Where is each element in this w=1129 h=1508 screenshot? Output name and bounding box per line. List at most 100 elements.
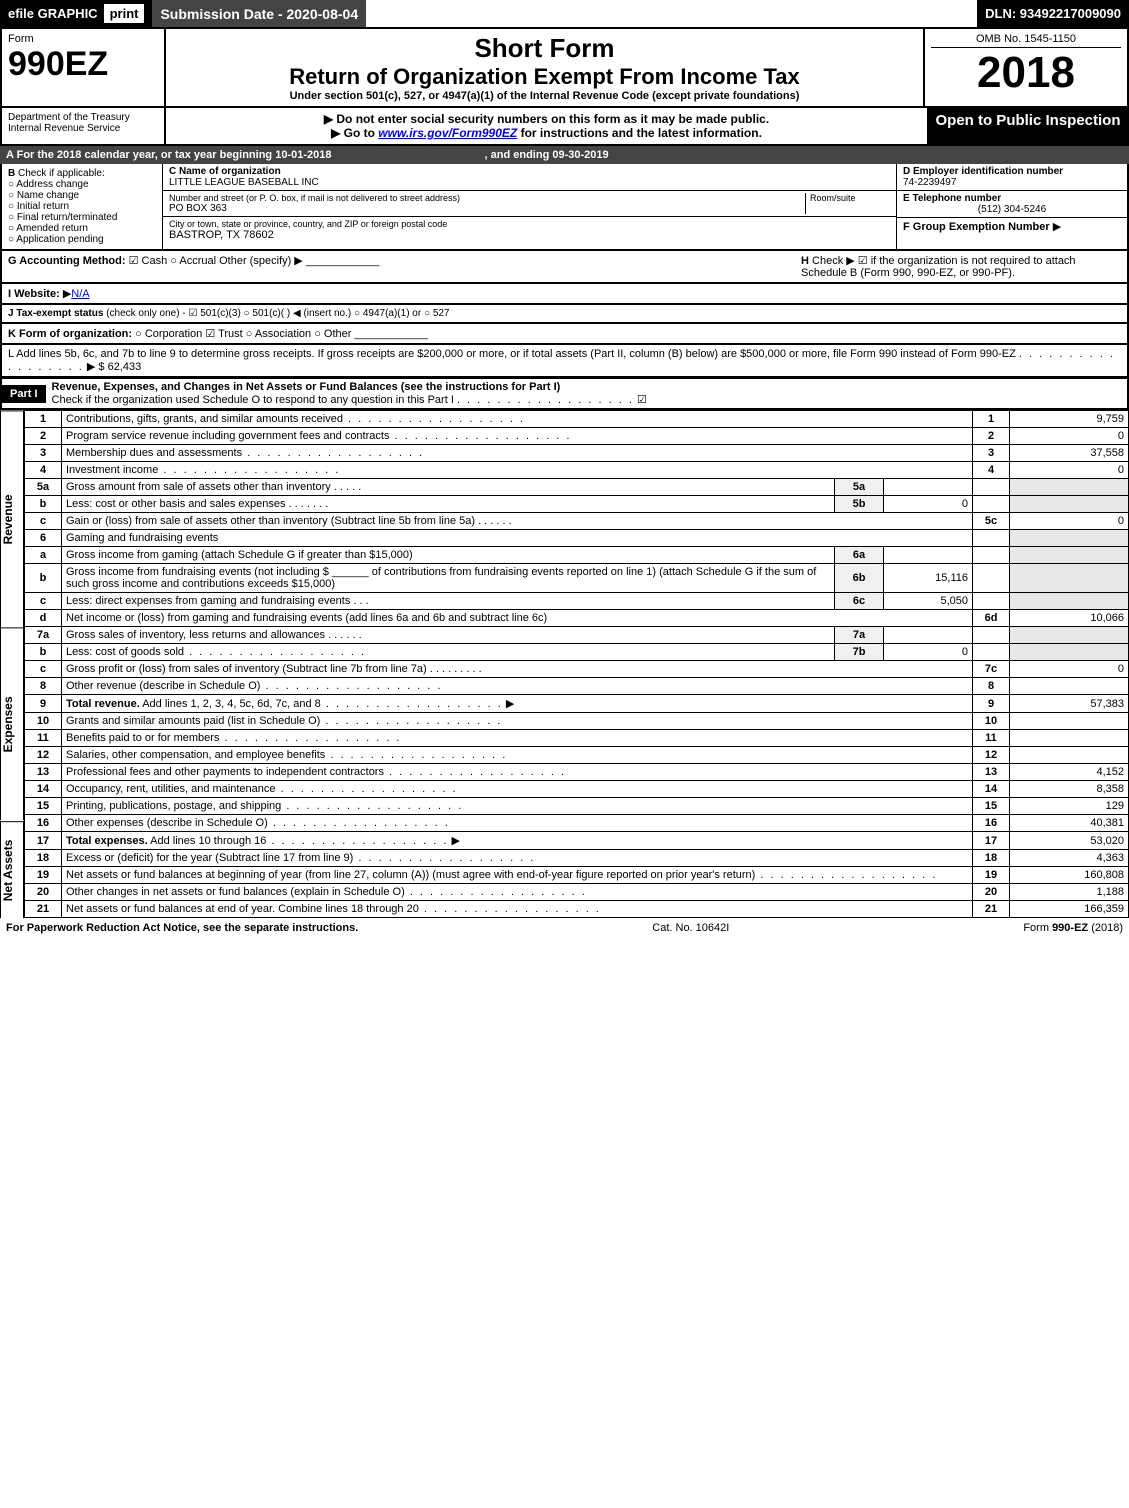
check-final[interactable]: Final return/terminated <box>8 212 156 223</box>
line-7c: cGross profit or (loss) from sales of in… <box>25 661 1129 678</box>
line-18: 18Excess or (deficit) for the year (Subt… <box>25 850 1129 867</box>
line-5a: 5aGross amount from sale of assets other… <box>25 479 1129 496</box>
phone-value: (512) 304-5246 <box>903 204 1121 215</box>
row-j: J Tax-exempt status (check only one) - ☑… <box>0 305 1129 324</box>
line-6b: bGross income from fundraising events (n… <box>25 564 1129 593</box>
line-8: 8Other revenue (describe in Schedule O)8 <box>25 678 1129 695</box>
instructions-box: Do not enter social security numbers on … <box>166 108 927 144</box>
line-3: 3Membership dues and assessments337,558 <box>25 445 1129 462</box>
period-row: A For the 2018 calendar year, or tax yea… <box>0 146 1129 164</box>
check-initial[interactable]: Initial return <box>8 201 156 212</box>
g-cash[interactable]: ☑ Cash <box>129 255 168 267</box>
under-section: Under section 501(c), 527, or 4947(a)(1)… <box>172 90 917 102</box>
bcd-block: B Check if applicable: Address change Na… <box>0 164 1129 251</box>
c-city-label: City or town, state or province, country… <box>169 219 890 229</box>
phone-label: E Telephone number <box>903 193 1121 204</box>
title-box: Short Form Return of Organization Exempt… <box>166 29 923 106</box>
section-b: B Check if applicable: Address change Na… <box>2 164 163 249</box>
line-7b: bLess: cost of goods sold7b0 <box>25 644 1129 661</box>
c-name-label: C Name of organization <box>169 166 890 177</box>
dept-label: Department of the Treasury <box>8 112 158 123</box>
efile-graphic: efile GRAPHIC print <box>0 0 152 27</box>
row-l: L Add lines 5b, 6c, and 7b to line 9 to … <box>0 345 1129 378</box>
line-5b: bLess: cost or other basis and sales exp… <box>25 496 1129 513</box>
part1-title: Revenue, Expenses, and Changes in Net As… <box>52 381 1121 393</box>
g-other[interactable]: Other (specify) ▶ ____________ <box>219 255 379 267</box>
org-city: BASTROP, TX 78602 <box>169 229 890 241</box>
h-check: Check <box>812 255 843 267</box>
row-i: I Website: ▶N/A <box>0 284 1129 305</box>
line-15: 15Printing, publications, postage, and s… <box>25 798 1129 815</box>
netassets-label: Net Assets <box>0 821 24 918</box>
g-accrual[interactable]: Accrual <box>170 255 216 267</box>
j-501c[interactable]: 501(c)( ) <box>252 308 290 319</box>
footer-mid: Cat. No. 10642I <box>652 922 729 934</box>
section-d: D Employer identification number 74-2239… <box>896 164 1127 249</box>
footer: For Paperwork Reduction Act Notice, see … <box>0 918 1129 938</box>
k-trust[interactable]: Trust <box>218 328 243 340</box>
line-6a: aGross income from gaming (attach Schedu… <box>25 547 1129 564</box>
h-label: H <box>801 255 809 267</box>
j-4947[interactable]: 4947(a)(1) or <box>363 308 421 319</box>
footer-right: Form 990-EZ (2018) <box>1023 922 1123 934</box>
period-ending: , and ending 09-30-2019 <box>485 149 609 161</box>
footer-left: For Paperwork Reduction Act Notice, see … <box>6 922 358 934</box>
i-label: I Website: <box>8 288 60 300</box>
b-label: B <box>8 168 15 179</box>
form-label: Form <box>8 33 158 45</box>
check-name[interactable]: Name change <box>8 190 156 201</box>
l-amount: $ 62,433 <box>98 361 141 373</box>
j-501c3[interactable]: 501(c)(3) <box>200 308 241 319</box>
efile-text: efile GRAPHIC <box>8 6 98 21</box>
line-11: 11Benefits paid to or for members11 <box>25 730 1129 747</box>
line-14: 14Occupancy, rent, utilities, and mainte… <box>25 781 1129 798</box>
lines-table-wrap: Revenue Expenses Net Assets 1Contributio… <box>0 410 1129 918</box>
warn2: ▶ Go to www.irs.gov/Form990EZ for instru… <box>172 126 921 140</box>
j-sub: (check only one) - <box>106 308 185 319</box>
irs-link[interactable]: www.irs.gov/Form990EZ <box>378 126 517 140</box>
website-value[interactable]: N/A <box>71 288 89 300</box>
check-address[interactable]: Address change <box>8 179 156 190</box>
lines-table: 1Contributions, gifts, grants, and simil… <box>24 410 1129 918</box>
part1-label: Part I <box>2 385 46 403</box>
k-corp[interactable]: Corporation <box>145 328 202 340</box>
line-17: 17Total expenses. Add lines 10 through 1… <box>25 832 1129 850</box>
j-527[interactable]: 527 <box>433 308 450 319</box>
line-19: 19Net assets or fund balances at beginni… <box>25 867 1129 884</box>
h-text: if the organization is not required to a… <box>801 255 1076 279</box>
line-6: 6Gaming and fundraising events <box>25 530 1129 547</box>
j-label: J Tax-exempt status <box>8 308 103 319</box>
omb-number: OMB No. 1545-1150 <box>931 33 1121 48</box>
check-amended[interactable]: Amended return <box>8 223 156 234</box>
line-6d: dNet income or (loss) from gaming and fu… <box>25 610 1129 627</box>
warn1: Do not enter social security numbers on … <box>172 112 921 126</box>
expenses-label: Expenses <box>0 627 24 820</box>
room-label: Room/suite <box>810 193 890 203</box>
omb-year-box: OMB No. 1545-1150 2018 <box>923 29 1127 106</box>
group-label: F Group Exemption Number <box>903 221 1050 233</box>
k-assoc[interactable]: Association <box>255 328 311 340</box>
section-c: C Name of organization LITTLE LEAGUE BAS… <box>163 164 896 249</box>
period-label: For the 2018 calendar year, or tax year … <box>17 149 332 161</box>
short-form: Short Form <box>172 33 917 64</box>
irs-label: Internal Revenue Service <box>8 123 158 134</box>
c-street-label: Number and street (or P. O. box, if mail… <box>169 193 805 203</box>
dln: DLN: 93492217009090 <box>977 0 1129 27</box>
line-5c: cGain or (loss) from sale of assets othe… <box>25 513 1129 530</box>
header: Form 990EZ Short Form Return of Organiza… <box>0 29 1129 108</box>
print-button[interactable]: print <box>104 4 145 23</box>
header-row2: Department of the Treasury Internal Reve… <box>0 108 1129 146</box>
revenue-label: Revenue <box>0 410 24 627</box>
line-1: 1Contributions, gifts, grants, and simil… <box>25 411 1129 428</box>
line-7a: 7aGross sales of inventory, less returns… <box>25 627 1129 644</box>
line-10: 10Grants and similar amounts paid (list … <box>25 713 1129 730</box>
line-20: 20Other changes in net assets or fund ba… <box>25 884 1129 901</box>
form-number-box: Form 990EZ <box>2 29 166 106</box>
k-other[interactable]: Other <box>324 328 352 340</box>
line-13: 13Professional fees and other payments t… <box>25 764 1129 781</box>
dept-box: Department of the Treasury Internal Reve… <box>2 108 166 144</box>
return-title: Return of Organization Exempt From Incom… <box>172 64 917 90</box>
org-street: PO BOX 363 <box>169 203 805 214</box>
check-pending[interactable]: Application pending <box>8 234 156 245</box>
open-inspection: Open to Public Inspection <box>927 108 1127 144</box>
